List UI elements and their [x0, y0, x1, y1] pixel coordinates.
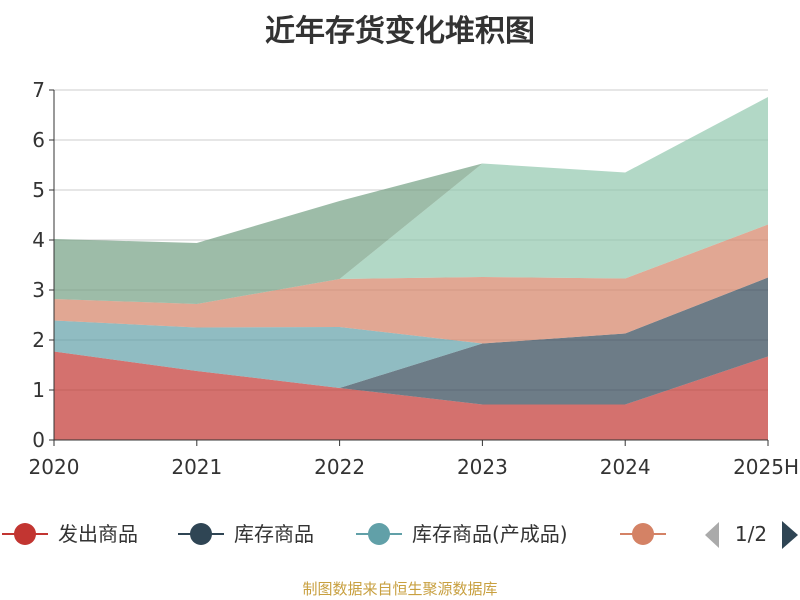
y-tick-label-7: 7: [32, 78, 45, 102]
legend-pager: 1/2: [705, 521, 798, 549]
y-tick-label-6: 6: [32, 128, 45, 152]
x-tick-label-2: 2022: [314, 455, 365, 479]
y-tick-label-0: 0: [32, 428, 45, 452]
legend-item-4[interactable]: [620, 523, 666, 545]
area-series-5: [54, 97, 768, 304]
triangle-right-icon[interactable]: [782, 521, 798, 549]
triangle-left-icon[interactable]: [705, 522, 719, 548]
legend-item-1[interactable]: 发出商品: [2, 522, 138, 546]
legend-label: 库存商品(产成品): [412, 522, 568, 546]
y-tick-label-5: 5: [32, 178, 45, 202]
legend-swatch-dot: [14, 523, 36, 545]
legend-swatch-dot: [190, 523, 212, 545]
legend-label: 库存商品: [234, 522, 314, 546]
area-series: [54, 97, 768, 440]
area-series-2: [54, 277, 768, 405]
area-series-4: [54, 224, 768, 344]
x-tick-label-1: 2021: [171, 455, 222, 479]
y-tick-label-3: 3: [32, 278, 45, 302]
legend-item-3[interactable]: 库存商品(产成品): [356, 522, 568, 546]
y-tick-label-4: 4: [32, 228, 45, 252]
legend: 发出商品 库存商品 库存商品(产成品) 1/2: [2, 521, 798, 549]
y-tick-label-2: 2: [32, 328, 45, 352]
area-series-6: [54, 97, 768, 304]
chart-title: 近年存货变化堆积图: [265, 14, 535, 49]
y-tick-label-1: 1: [32, 378, 45, 402]
legend-label: 发出商品: [58, 522, 138, 546]
legend-swatch-dot: [632, 523, 654, 545]
axes: 0 1 2 3 4 5 6 7 2020 2021 2022 2023 2024 2025H: [29, 78, 799, 479]
legend-page-indicator: 1/2: [735, 522, 767, 546]
area-series-3: [54, 277, 768, 388]
legend-item-2[interactable]: 库存商品: [178, 522, 314, 546]
x-tick-label-0: 2020: [29, 455, 80, 479]
area-series-1: [54, 351, 768, 440]
legend-swatch-dot: [368, 523, 390, 545]
x-tick-label-4: 2024: [600, 455, 651, 479]
data-source-note: 制图数据来自恒生聚源数据库: [302, 580, 498, 598]
x-tick-label-3: 2023: [457, 455, 508, 479]
x-tick-label-5: 2025H: [733, 455, 799, 479]
